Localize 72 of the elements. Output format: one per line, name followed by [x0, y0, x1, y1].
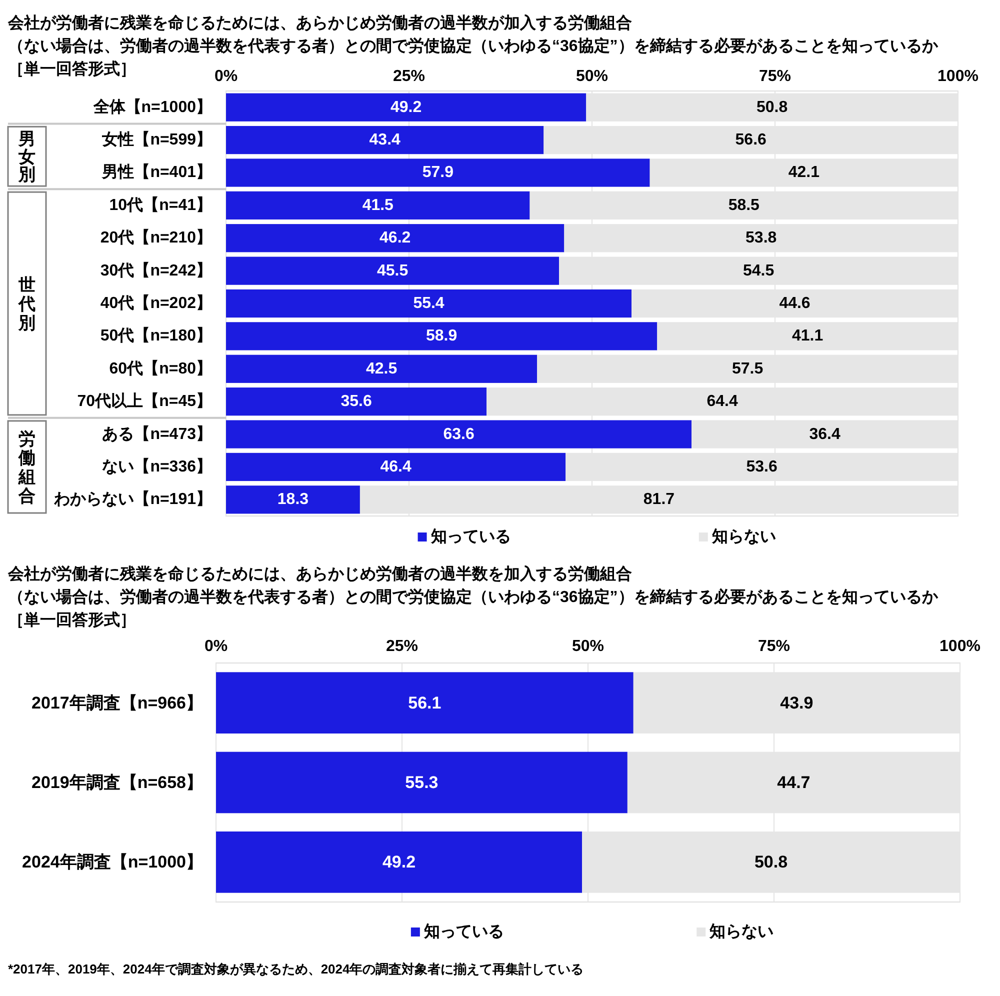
tick-label: 25% [386, 638, 418, 655]
data-label: 56.6 [735, 132, 766, 149]
data-label: 58.5 [728, 196, 760, 214]
data-label: 43.4 [369, 132, 400, 149]
category-label: 女性【n=599】 [102, 132, 212, 149]
category-label: ない【n=336】 [102, 458, 212, 476]
category-label: 60代【n=80】 [109, 360, 212, 378]
category-label: 10代【n=41】 [109, 196, 212, 214]
data-label: 43.9 [780, 693, 814, 712]
category-label: 30代【n=242】 [100, 262, 212, 280]
tick-label: 100% [940, 638, 980, 655]
data-label: 54.5 [742, 262, 774, 280]
tick-label: 50% [576, 68, 608, 85]
title: 会社が労働者に残業を命じるためには、あらかじめ労働者の過半数が加入する労働組合 [8, 15, 632, 32]
data-label: 81.7 [643, 491, 675, 508]
tick-label: 25% [392, 68, 426, 85]
data-label: 36.4 [809, 426, 840, 443]
category-label: 2019年調査【n=658】 [32, 773, 203, 792]
data-label: 41.1 [792, 328, 824, 345]
data-label: 18.3 [277, 491, 309, 508]
category-label: 男性【n=401】 [102, 164, 212, 182]
category-label: 全体【n=1000】 [93, 98, 212, 116]
tick-label: 100% [938, 68, 978, 85]
data-label: 57.9 [422, 164, 454, 182]
title: 会社が労働者に残業を命じるためには、あらかじめ労働者の過半数を加入する労働組合 [8, 566, 632, 583]
legend-label: 知っている [430, 528, 511, 546]
group-label: 世代別 [18, 276, 36, 332]
group-label: 男女別 [18, 130, 36, 184]
legend-label: 知らない [710, 924, 774, 940]
data-label: 46.2 [380, 230, 411, 247]
category-label: 50代【n=180】 [100, 328, 212, 345]
data-label: 45.5 [376, 262, 408, 280]
data-label: 63.6 [443, 426, 474, 443]
data-label: 55.4 [413, 295, 444, 312]
data-label: 58.9 [426, 328, 458, 345]
data-label: 53.8 [746, 230, 777, 247]
tick-label: 75% [758, 638, 790, 655]
title: （ない場合は、労働者の過半数を代表する者）との間で労使協定（いわゆる“36協定”）を締結する必要があることを知っているか [8, 589, 938, 606]
subtitle: ［単一回答形式］ [8, 61, 136, 78]
group-label: 労働組合 [18, 429, 36, 506]
data-label: 50.8 [756, 98, 788, 116]
category-label: 2024年調査【n=1000】 [22, 852, 203, 872]
data-label: 55.3 [405, 773, 438, 792]
data-label: 42.5 [366, 360, 398, 378]
data-label: 46.4 [380, 458, 412, 476]
category-label: 40代【n=202】 [100, 295, 212, 312]
tick-label: 0% [214, 68, 238, 85]
subtitle: ［単一回答形式］ [8, 612, 136, 629]
data-label: 50.8 [754, 852, 788, 872]
data-label: 49.2 [390, 98, 422, 116]
category-label: 20代【n=210】 [100, 230, 212, 247]
category-label: 70代以上【n=45】 [77, 393, 212, 410]
data-label: 49.2 [382, 852, 416, 872]
category-label: 2017年調査【n=966】 [32, 693, 203, 712]
tick-label: 50% [572, 638, 604, 655]
category-label: ある【n=473】 [102, 426, 212, 443]
category-label: わからない【n=191】 [54, 491, 212, 508]
data-label: 53.6 [746, 458, 778, 476]
tick-label: 0% [204, 638, 228, 655]
data-label: 35.6 [340, 393, 372, 410]
title: （ない場合は、労働者の過半数を代表する者）との間で労使協定（いわゆる“36協定”）を締結する必要があることを知っているか [8, 38, 938, 55]
data-label: 64.4 [706, 393, 738, 410]
data-label: 44.7 [777, 773, 810, 792]
tick-label: 75% [758, 68, 792, 85]
data-label: 56.1 [408, 693, 442, 712]
data-label: 42.1 [788, 164, 820, 182]
legend-label: 知らない [712, 528, 776, 546]
note: *2017年、2019年、2024年で調査対象が異なるため、2024年の調査対象者に揃えて再集計している [8, 962, 584, 976]
data-label: 41.5 [362, 196, 394, 214]
data-label: 57.5 [732, 360, 764, 378]
data-label: 44.6 [779, 295, 810, 312]
legend-label: 知っている [424, 924, 504, 940]
